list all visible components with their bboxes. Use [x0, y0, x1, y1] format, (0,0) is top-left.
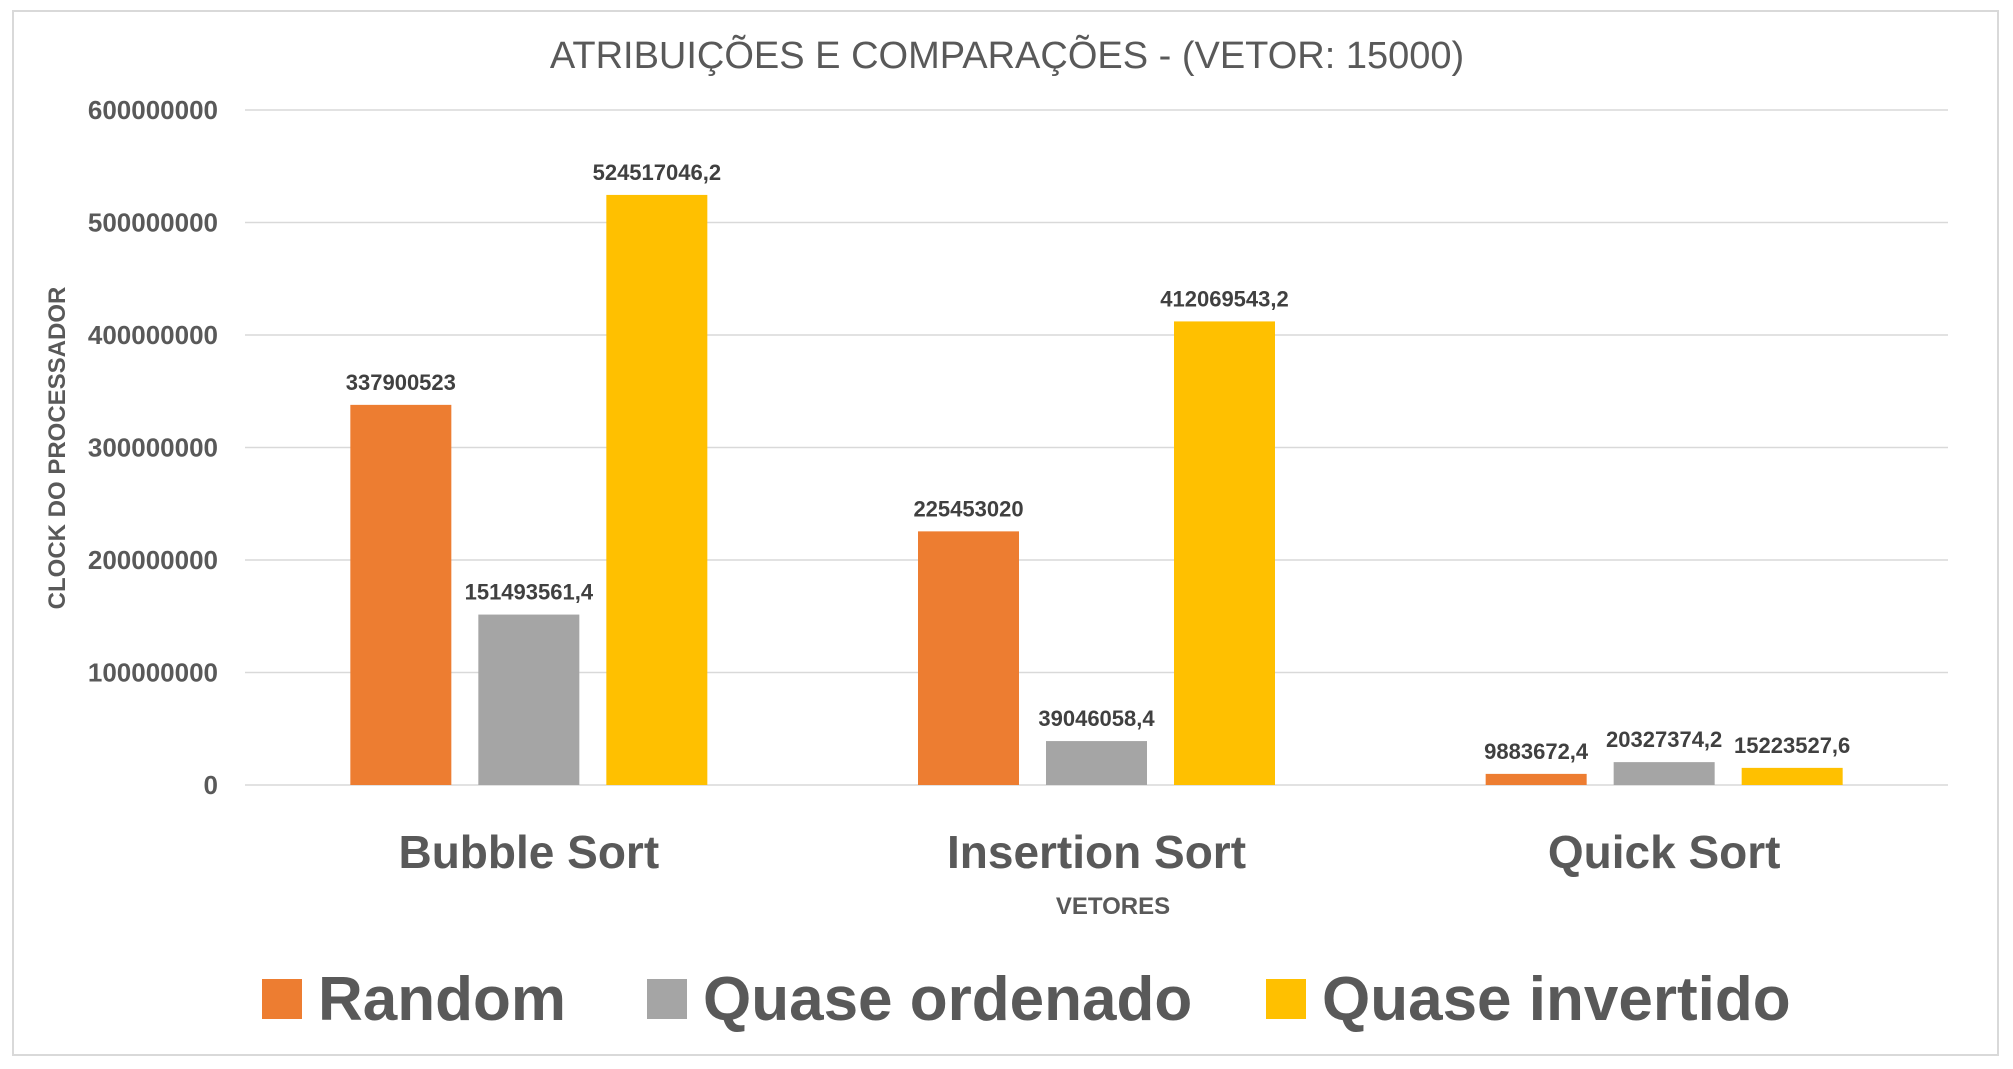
bar	[1741, 767, 1843, 785]
data-label: 337900523	[346, 370, 456, 395]
legend: Random Quase ordenado Quase invertido	[262, 965, 1791, 1034]
y-tick-label: 400000000	[88, 320, 218, 350]
x-axis-title: VETORES	[1056, 893, 1170, 920]
data-label: 225453020	[913, 496, 1023, 521]
data-label: 412069543,2	[1160, 286, 1288, 311]
y-tick-label: 600000000	[88, 95, 218, 125]
data-label: 9883672,4	[1484, 739, 1589, 764]
bar	[478, 614, 580, 785]
x-category-label: Bubble Sort	[398, 826, 659, 878]
legend-swatch	[647, 979, 687, 1019]
legend-label: Quase invertido	[1322, 965, 1791, 1034]
data-label: 524517046,2	[593, 160, 721, 185]
data-label: 39046058,4	[1038, 706, 1155, 731]
bar	[1046, 741, 1147, 785]
bar	[606, 194, 708, 785]
bar	[1613, 762, 1715, 785]
y-tick-label: 300000000	[88, 433, 218, 463]
legend-label: Random	[318, 965, 566, 1034]
data-label: 15223527,6	[1734, 733, 1850, 758]
y-tick-label: 100000000	[88, 658, 218, 688]
x-category-label: Quick Sort	[1548, 826, 1781, 878]
bars	[350, 194, 1843, 785]
x-axis-categories: Bubble Sort Insertion Sort Quick Sort	[398, 826, 1780, 878]
y-axis-ticks: 0 100000000 200000000 300000000 400000000 500…	[88, 95, 218, 800]
legend-label: Quase ordenado	[703, 965, 1192, 1034]
bar	[1174, 321, 1275, 785]
chart-title: ATRIBUIÇÕES E COMPARAÇÕES - (VETOR: 1500…	[550, 33, 1464, 77]
data-label: 151493561,4	[465, 580, 594, 605]
bar	[1485, 773, 1587, 785]
y-tick-label: 200000000	[88, 545, 218, 575]
x-category-label: Insertion Sort	[947, 826, 1246, 878]
data-labels: 337900523 151493561,4 524517046,2 225453020…	[346, 160, 1851, 764]
y-axis-title: CLOCK DO PROCESSADOR	[44, 287, 71, 610]
legend-swatch	[262, 979, 302, 1019]
bar	[918, 531, 1019, 785]
bar	[350, 404, 452, 785]
y-tick-label: 0	[204, 770, 218, 800]
data-label: 20327374,2	[1606, 727, 1722, 752]
legend-swatch	[1266, 979, 1306, 1019]
y-tick-label: 500000000	[88, 208, 218, 238]
